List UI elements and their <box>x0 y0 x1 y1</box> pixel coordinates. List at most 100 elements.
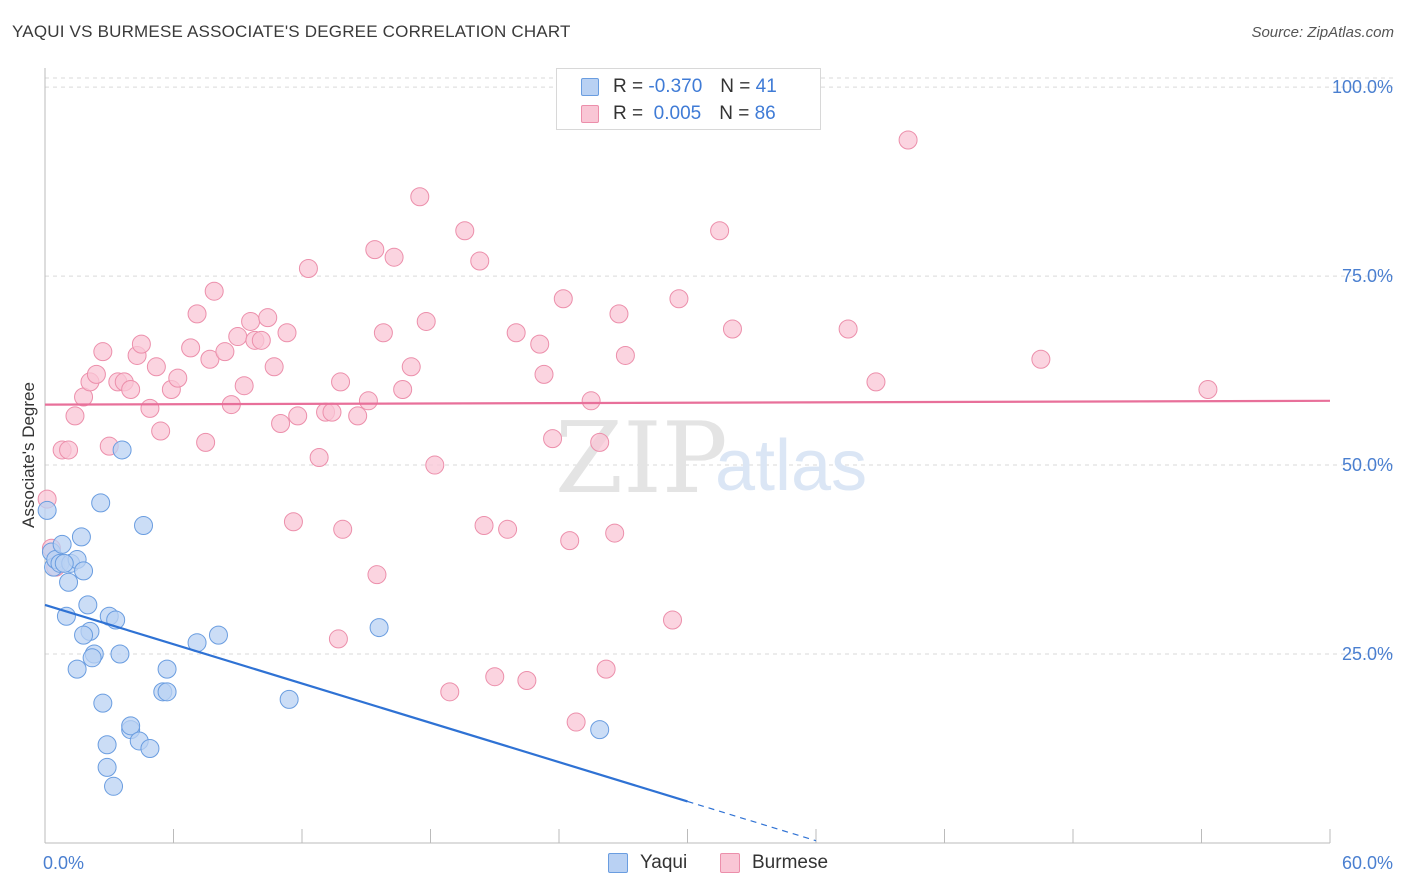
legend-n-label: N = <box>720 76 751 97</box>
burmese-point <box>215 342 235 362</box>
burmese-point <box>530 334 550 354</box>
burmese-point <box>121 379 141 399</box>
x-tick-label-min: 0.0% <box>43 853 84 873</box>
legend-r-label: R = <box>613 103 644 124</box>
burmese-point <box>151 421 171 441</box>
yaqui-point <box>78 595 98 615</box>
burmese-point <box>425 455 445 475</box>
burmese-point <box>722 319 742 339</box>
burmese-point <box>234 376 254 396</box>
y-axis-title: Associate's Degree <box>19 382 38 528</box>
yaqui-point <box>104 776 124 796</box>
yaqui-point <box>37 500 57 520</box>
burmese-point <box>1198 379 1218 399</box>
burmese-point <box>204 281 224 301</box>
yaqui-point <box>590 720 610 740</box>
burmese-point <box>309 448 329 467</box>
burmese-swatch <box>581 105 599 123</box>
burmese-point <box>241 311 261 331</box>
yaqui-point <box>121 716 141 736</box>
watermark: ZIP atlas <box>555 402 867 516</box>
burmese-point <box>251 330 271 350</box>
burmese-point <box>710 221 730 241</box>
yaqui-point <box>112 440 132 460</box>
y-tick-label: 100.0% <box>1332 77 1393 97</box>
burmese-point <box>328 629 348 649</box>
legend-item-yaqui[interactable]: Yaqui <box>608 852 687 874</box>
yaqui-point <box>208 625 228 645</box>
x-tick-label-max: 60.0% <box>1342 853 1393 873</box>
yaqui-point <box>97 735 117 755</box>
correlation-legend: R = -0.370 N = 41 R = 0.005 N = 86 <box>556 68 821 130</box>
burmese-point <box>187 304 207 324</box>
burmese-point <box>367 565 387 585</box>
burmese-point <box>560 531 580 551</box>
yaqui-point <box>67 659 87 679</box>
legend-r-value: 0.005 <box>648 103 702 124</box>
burmese-point <box>581 391 601 411</box>
burmese-point <box>416 311 436 331</box>
burmese-point <box>615 345 635 365</box>
burmese-point <box>146 357 166 377</box>
burmese-point <box>65 406 85 426</box>
burmese-point <box>200 349 220 369</box>
legend-label-burmese: Burmese <box>752 852 829 873</box>
burmese-point <box>663 610 683 630</box>
burmese-point <box>553 289 573 309</box>
legend-row-yaqui: R = -0.370 N = 41 <box>581 75 777 99</box>
yaqui-point <box>52 534 72 554</box>
yaqui-point <box>140 739 160 759</box>
yaqui-point <box>134 516 154 536</box>
burmese-point <box>168 368 188 388</box>
yaqui-trend-extension <box>687 800 817 842</box>
burmese-point <box>373 323 393 343</box>
chart-title: YAQUI VS BURMESE ASSOCIATE'S DEGREE CORR… <box>12 22 571 41</box>
grid-lines <box>45 77 1393 655</box>
yaqui-point <box>74 561 94 581</box>
burmese-point <box>228 327 248 347</box>
legend-label-yaqui: Yaqui <box>640 852 688 873</box>
legend-n-label: N = <box>719 103 750 124</box>
burmese-point <box>474 516 494 536</box>
legend-row-burmese: R = 0.005 N = 86 <box>581 102 776 126</box>
burmese-point <box>333 519 353 539</box>
burmese-point <box>506 323 526 343</box>
legend-r-label: R = <box>613 76 644 97</box>
axis-labels: 25.0% 50.0% 75.0% 100.0% 0.0% 60.0% <box>43 77 1393 873</box>
burmese-point <box>258 308 278 328</box>
burmese-point <box>498 519 518 539</box>
yaqui-point <box>54 553 74 573</box>
burmese-point <box>838 319 858 339</box>
burmese-point <box>455 221 475 241</box>
burmese-point <box>288 406 308 426</box>
burmese-point <box>181 338 201 358</box>
burmese-point <box>609 304 629 324</box>
burmese-point <box>401 357 421 377</box>
burmese-point <box>322 402 342 422</box>
y-tick-label: 50.0% <box>1342 455 1393 475</box>
burmese-point <box>866 372 886 392</box>
yaqui-swatch <box>608 853 628 873</box>
burmese-point <box>277 323 297 343</box>
burmese-point <box>196 432 216 452</box>
burmese-swatch <box>720 853 740 873</box>
burmese-point <box>264 357 284 377</box>
burmese-point <box>298 259 318 279</box>
yaqui-point <box>82 648 102 668</box>
burmese-point <box>470 251 490 271</box>
yaqui-point <box>279 689 299 709</box>
burmese-point <box>1031 349 1051 369</box>
burmese-point <box>669 289 689 309</box>
y-tick-label: 25.0% <box>1342 644 1393 664</box>
yaqui-point <box>91 493 111 513</box>
burmese-point <box>365 240 385 260</box>
yaqui-points <box>37 440 610 796</box>
legend-item-burmese[interactable]: Burmese <box>720 852 828 874</box>
yaqui-point <box>71 527 91 547</box>
yaqui-point <box>93 693 113 713</box>
series-legend: Yaqui Burmese <box>0 852 1406 878</box>
yaqui-swatch <box>581 78 599 96</box>
burmese-point <box>86 364 106 384</box>
yaqui-trend-line <box>44 603 688 803</box>
